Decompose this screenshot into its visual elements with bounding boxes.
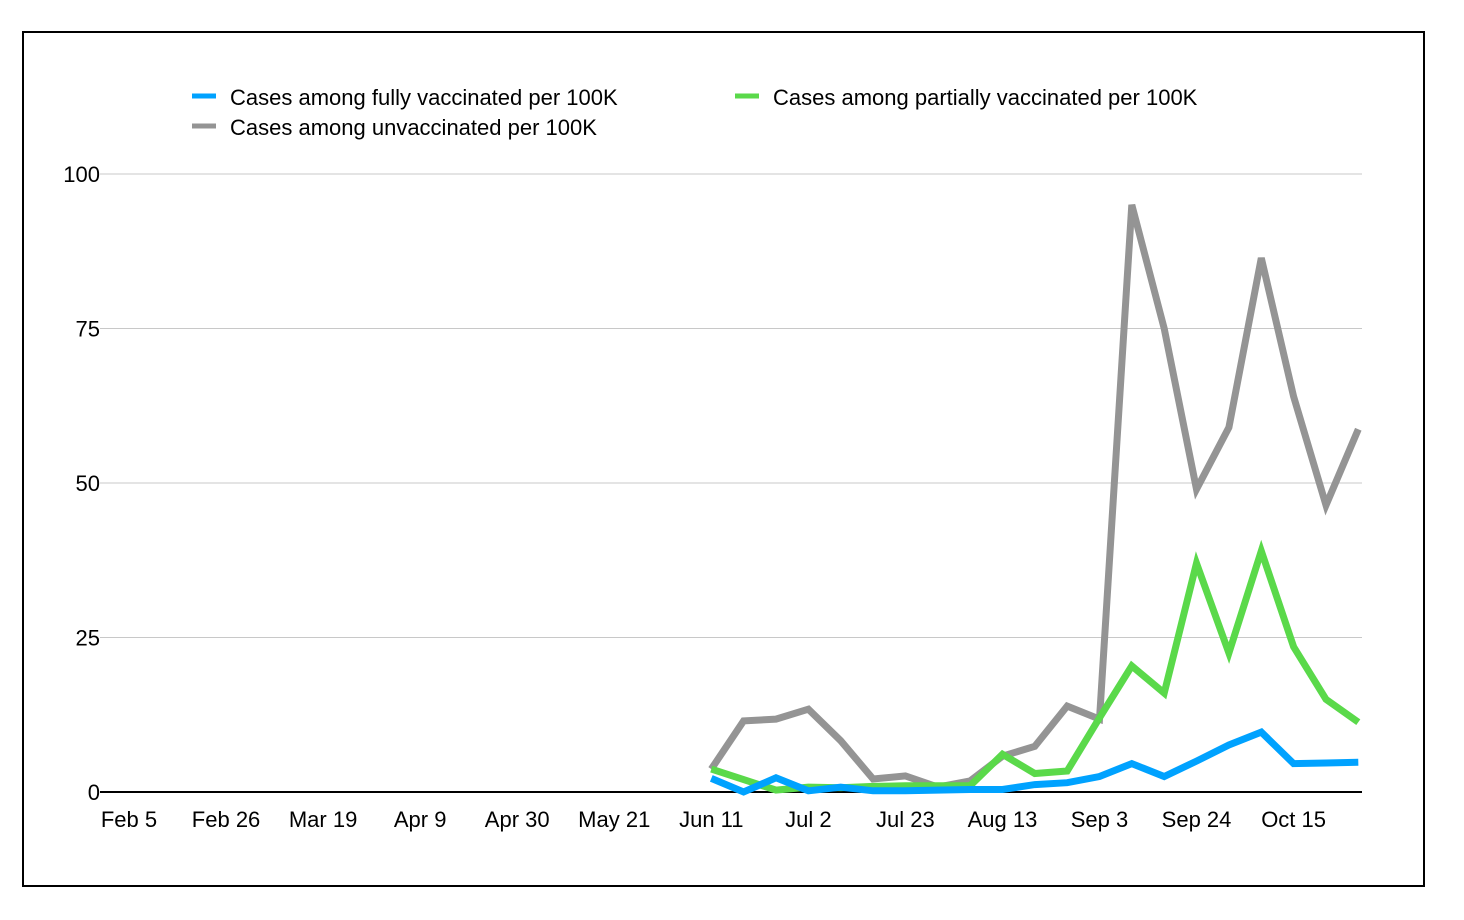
y-tick-label: 100: [63, 162, 100, 187]
y-tick-label: 75: [76, 317, 100, 342]
legend-label: Cases among unvaccinated per 100K: [230, 115, 597, 140]
legend-label: Cases among partially vaccinated per 100…: [773, 85, 1198, 110]
chart-frame: [22, 31, 1425, 887]
x-tick-label: Mar 19: [289, 807, 357, 832]
x-tick-label: Oct 15: [1261, 807, 1326, 832]
x-tick-label: Feb 26: [192, 807, 261, 832]
y-tick-label: 25: [76, 626, 100, 651]
x-tick-label: Feb 5: [101, 807, 157, 832]
x-tick-label: Jul 2: [785, 807, 831, 832]
x-tick-label: Sep 24: [1162, 807, 1232, 832]
x-tick-label: Jul 23: [876, 807, 935, 832]
legend-label: Cases among fully vaccinated per 100K: [230, 85, 618, 110]
x-tick-label: Apr 9: [394, 807, 447, 832]
series-line: [708, 204, 1362, 791]
x-tick-label: Jun 11: [679, 807, 743, 832]
x-tick-label: Sep 3: [1071, 807, 1129, 832]
series-line: [710, 539, 1361, 794]
x-tick-label: Aug 13: [968, 807, 1038, 832]
x-tick-label: Apr 30: [485, 807, 550, 832]
series-line: [709, 728, 1359, 796]
y-tick-label: 50: [76, 471, 100, 496]
y-tick-label: 0: [88, 780, 100, 805]
x-tick-label: May 21: [578, 807, 650, 832]
